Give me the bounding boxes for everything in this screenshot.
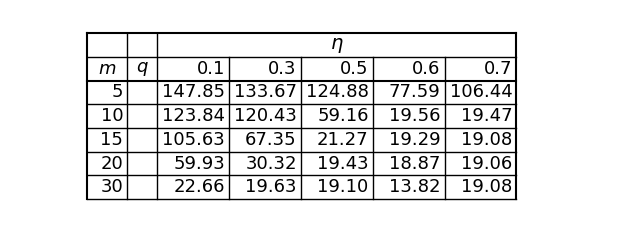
Text: 0.1: 0.1 [196,60,225,78]
Text: 30.32: 30.32 [245,155,297,173]
Text: 10: 10 [100,107,123,125]
Text: $m$: $m$ [98,60,116,78]
Text: 21.27: 21.27 [317,131,369,149]
Text: $q$: $q$ [136,60,148,78]
Text: 106.44: 106.44 [450,84,513,101]
Text: 67.35: 67.35 [245,131,297,149]
Text: 0.7: 0.7 [484,60,513,78]
Text: 133.67: 133.67 [234,84,297,101]
Text: 19.08: 19.08 [461,131,513,149]
Text: 59.93: 59.93 [173,155,225,173]
Text: 22.66: 22.66 [173,178,225,196]
Text: 19.56: 19.56 [389,107,440,125]
Text: 5: 5 [111,84,123,101]
Text: 0.6: 0.6 [412,60,440,78]
Text: 147.85: 147.85 [162,84,225,101]
Text: 18.87: 18.87 [389,155,440,173]
Text: 19.47: 19.47 [461,107,513,125]
Text: 15: 15 [100,131,123,149]
Text: 19.10: 19.10 [317,178,369,196]
Text: 20: 20 [100,155,123,173]
Text: 0.5: 0.5 [340,60,369,78]
Text: 105.63: 105.63 [162,131,225,149]
Text: 59.16: 59.16 [317,107,369,125]
Text: 19.29: 19.29 [389,131,440,149]
Text: 19.43: 19.43 [317,155,369,173]
Text: 120.43: 120.43 [234,107,297,125]
Text: 77.59: 77.59 [389,84,440,101]
Text: 19.06: 19.06 [461,155,513,173]
Text: 30: 30 [100,178,123,196]
Text: 19.63: 19.63 [245,178,297,196]
Text: 13.82: 13.82 [389,178,440,196]
Text: $\eta$: $\eta$ [330,36,344,55]
Text: 124.88: 124.88 [306,84,369,101]
Text: 19.08: 19.08 [461,178,513,196]
Text: 123.84: 123.84 [162,107,225,125]
Text: 0.3: 0.3 [268,60,297,78]
